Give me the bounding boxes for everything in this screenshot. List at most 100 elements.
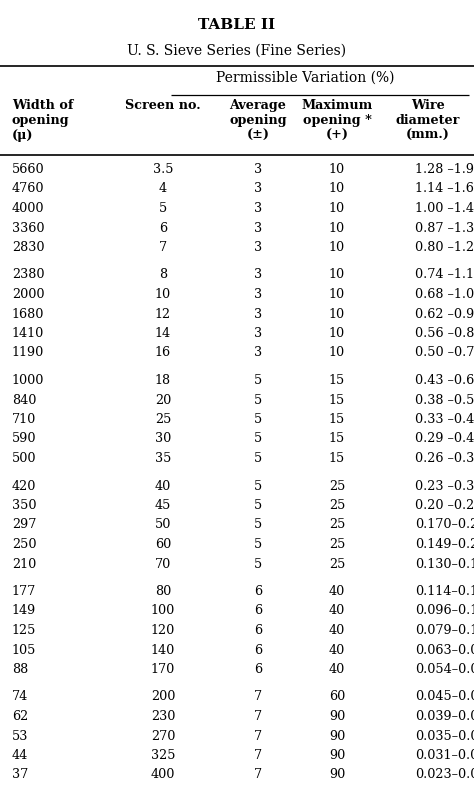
Text: 3: 3	[254, 288, 262, 301]
Text: 90: 90	[329, 749, 345, 762]
Text: 10: 10	[155, 288, 171, 301]
Text: 0.26 –0.37: 0.26 –0.37	[415, 452, 474, 465]
Text: 25: 25	[329, 499, 345, 512]
Text: 10: 10	[329, 346, 345, 360]
Text: 5: 5	[254, 413, 262, 426]
Text: 40: 40	[329, 663, 345, 676]
Text: 0.023–0.035: 0.023–0.035	[415, 768, 474, 782]
Text: 40: 40	[329, 604, 345, 618]
Text: 140: 140	[151, 643, 175, 657]
Text: 80: 80	[155, 585, 171, 598]
Text: 230: 230	[151, 710, 175, 723]
Text: 10: 10	[329, 327, 345, 340]
Text: 3: 3	[254, 327, 262, 340]
Text: Wire
diameter
(mm.): Wire diameter (mm.)	[396, 99, 460, 142]
Text: 60: 60	[329, 690, 345, 704]
Text: 40: 40	[329, 643, 345, 657]
Text: 10: 10	[329, 182, 345, 196]
Text: 590: 590	[12, 432, 36, 446]
Text: 5: 5	[254, 393, 262, 407]
Text: 0.50 –0.70: 0.50 –0.70	[415, 346, 474, 360]
Text: Width of
opening
(μ): Width of opening (μ)	[12, 99, 73, 142]
Text: 10: 10	[329, 288, 345, 301]
Text: 15: 15	[329, 432, 345, 446]
Text: 105: 105	[12, 643, 36, 657]
Text: 25: 25	[329, 557, 345, 571]
Text: 40: 40	[155, 479, 171, 493]
Text: 149: 149	[12, 604, 36, 618]
Text: 710: 710	[12, 413, 36, 426]
Text: 297: 297	[12, 518, 36, 532]
Text: 120: 120	[151, 624, 175, 637]
Text: 10: 10	[329, 241, 345, 254]
Text: 6: 6	[254, 643, 262, 657]
Text: 25: 25	[329, 538, 345, 551]
Text: 18: 18	[155, 374, 171, 387]
Text: 40: 40	[329, 585, 345, 598]
Text: 25: 25	[155, 413, 171, 426]
Text: 90: 90	[329, 768, 345, 782]
Text: 1.14 –1.68: 1.14 –1.68	[415, 182, 474, 196]
Text: 250: 250	[12, 538, 36, 551]
Text: 7: 7	[159, 241, 167, 254]
Text: 0.68 –1.00: 0.68 –1.00	[415, 288, 474, 301]
Text: 1.28 –1.90: 1.28 –1.90	[415, 163, 474, 176]
Text: 5: 5	[254, 538, 262, 551]
Text: 0.80 –1.20: 0.80 –1.20	[415, 241, 474, 254]
Text: U. S. Sieve Series (Fine Series): U. S. Sieve Series (Fine Series)	[128, 44, 346, 58]
Text: 3: 3	[254, 307, 262, 321]
Text: 10: 10	[329, 221, 345, 235]
Text: 400: 400	[151, 768, 175, 782]
Text: 15: 15	[329, 452, 345, 465]
Text: 0.054–0.073: 0.054–0.073	[415, 663, 474, 676]
Text: 0.74 –1.10: 0.74 –1.10	[415, 268, 474, 282]
Text: 10: 10	[329, 163, 345, 176]
Text: 0.20 –0.29: 0.20 –0.29	[415, 499, 474, 512]
Text: 1680: 1680	[12, 307, 45, 321]
Text: 70: 70	[155, 557, 171, 571]
Text: 2380: 2380	[12, 268, 45, 282]
Text: 0.87 –1.32: 0.87 –1.32	[415, 221, 474, 235]
Text: 3: 3	[254, 346, 262, 360]
Text: 7: 7	[254, 749, 262, 762]
Text: 60: 60	[155, 538, 171, 551]
Text: 53: 53	[12, 729, 28, 743]
Text: 5: 5	[254, 374, 262, 387]
Text: 3: 3	[254, 163, 262, 176]
Text: 500: 500	[12, 452, 36, 465]
Text: 8: 8	[159, 268, 167, 282]
Text: 0.38 –0.55: 0.38 –0.55	[415, 393, 474, 407]
Text: 1.00 –1.47: 1.00 –1.47	[415, 202, 474, 215]
Text: 0.62 –0.90: 0.62 –0.90	[415, 307, 474, 321]
Text: 0.149–0.220: 0.149–0.220	[415, 538, 474, 551]
Text: 14: 14	[155, 327, 171, 340]
Text: 2000: 2000	[12, 288, 45, 301]
Text: TABLE II: TABLE II	[199, 18, 275, 32]
Text: 1190: 1190	[12, 346, 44, 360]
Text: 270: 270	[151, 729, 175, 743]
Text: 50: 50	[155, 518, 171, 532]
Text: 90: 90	[329, 710, 345, 723]
Text: 0.43 –0.62: 0.43 –0.62	[415, 374, 474, 387]
Text: 15: 15	[329, 393, 345, 407]
Text: 88: 88	[12, 663, 28, 676]
Text: 5: 5	[254, 499, 262, 512]
Text: 3.5: 3.5	[153, 163, 173, 176]
Text: 125: 125	[12, 624, 36, 637]
Text: 0.045–0.061: 0.045–0.061	[415, 690, 474, 704]
Text: 10: 10	[329, 202, 345, 215]
Text: 7: 7	[254, 768, 262, 782]
Text: 0.063–0.087: 0.063–0.087	[415, 643, 474, 657]
Text: 0.079–0.103: 0.079–0.103	[415, 624, 474, 637]
Text: 325: 325	[151, 749, 175, 762]
Text: 7: 7	[254, 690, 262, 704]
Text: 100: 100	[151, 604, 175, 618]
Text: 170: 170	[151, 663, 175, 676]
Text: Maximum
opening *
(+): Maximum opening * (+)	[301, 99, 373, 142]
Text: 15: 15	[329, 413, 345, 426]
Text: 74: 74	[12, 690, 28, 704]
Text: 5: 5	[254, 432, 262, 446]
Text: 0.170–0.253: 0.170–0.253	[415, 518, 474, 532]
Text: 30: 30	[155, 432, 171, 446]
Text: 4000: 4000	[12, 202, 45, 215]
